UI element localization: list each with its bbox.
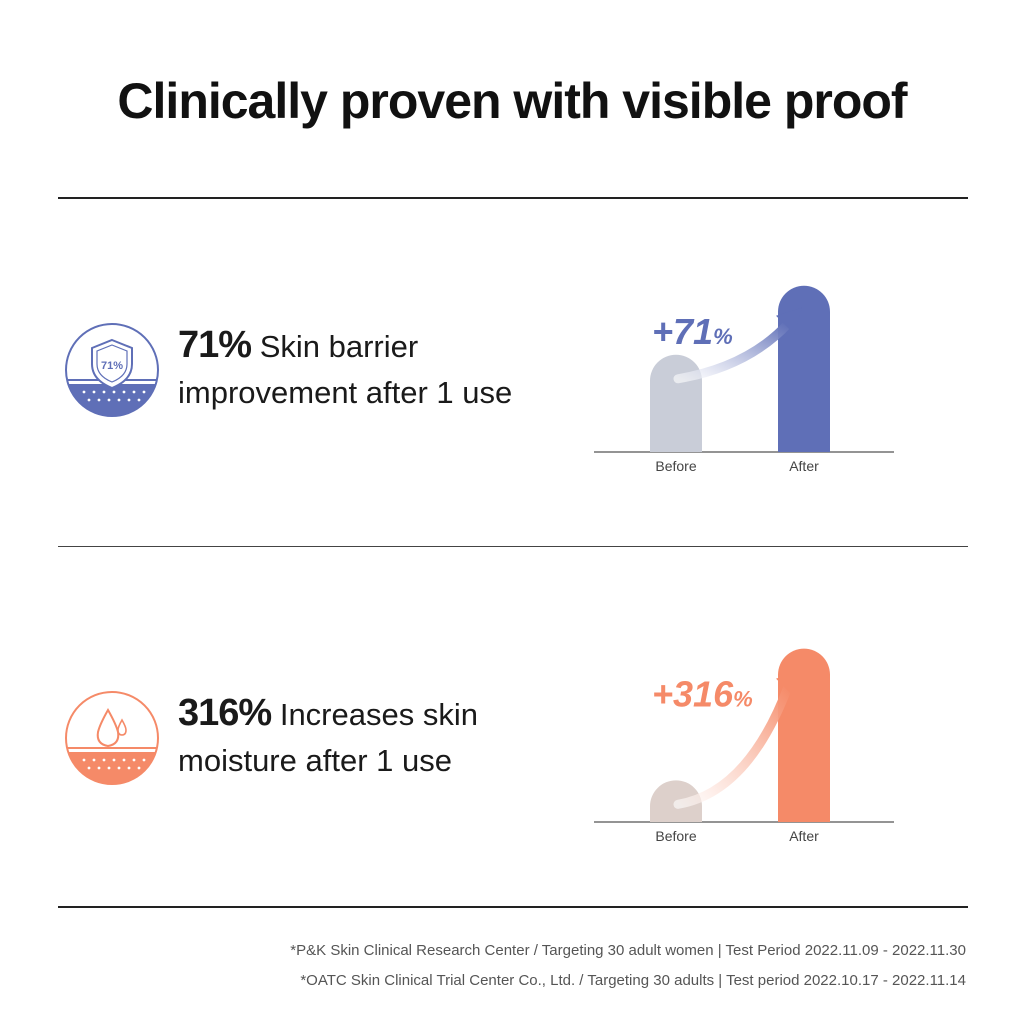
barrier-claim: 71% Skin barrier improvement after 1 use	[178, 322, 512, 416]
page-title: Clinically proven with visible proof	[117, 73, 907, 129]
footnote-1: *P&K Skin Clinical Research Center / Tar…	[290, 942, 966, 959]
badge-percent: 71%	[101, 360, 123, 372]
water-drop-icon	[96, 707, 127, 748]
tick-label: After	[789, 458, 819, 474]
moisture-claim: 316% Increases skin moisture after 1 use	[178, 690, 478, 784]
moisture-chart: Before After +316%	[590, 632, 900, 852]
claim-percent: 316%	[178, 692, 272, 734]
arrow-head	[776, 307, 802, 334]
claim-text: Increases skin	[279, 697, 478, 732]
bar-after	[778, 285, 830, 452]
footnote-2: *OATC Skin Clinical Trial Center Co., Lt…	[300, 972, 966, 989]
tick-label: Before	[655, 828, 696, 844]
claim-percent: 71%	[178, 324, 252, 366]
arrow-head	[776, 670, 802, 697]
bottom-divider	[58, 906, 968, 908]
barrier-badge: 71%	[64, 322, 160, 418]
growth-arrow	[673, 682, 793, 809]
shield-icon: 71%	[91, 338, 133, 390]
middle-divider	[58, 546, 968, 547]
tick-label: Before	[655, 458, 696, 474]
top-divider	[58, 197, 968, 199]
bar-before	[650, 354, 702, 452]
delta-label: +71%	[652, 311, 733, 352]
tick-label: After	[789, 828, 819, 844]
barrier-chart: Before After +71%	[590, 262, 900, 482]
delta-label: +316%	[652, 674, 753, 715]
claim-text: Skin barrier	[259, 329, 419, 364]
claim-text-line2: improvement after 1 use	[178, 375, 513, 410]
bar-after	[778, 648, 830, 822]
moisture-badge	[64, 690, 160, 786]
claim-text-line2: moisture after 1 use	[178, 743, 452, 778]
growth-arrow	[673, 319, 793, 384]
